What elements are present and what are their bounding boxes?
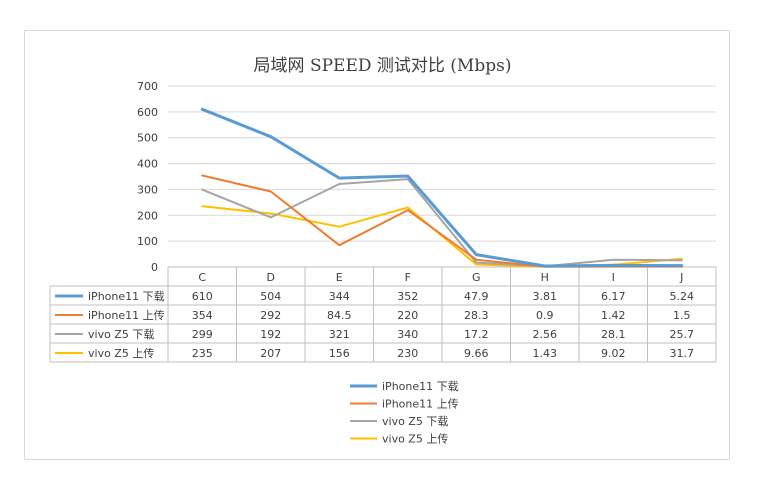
table-cell-value: 1.42 — [601, 309, 626, 322]
table-cell-value: 25.7 — [670, 328, 695, 341]
x-category-label: G — [472, 271, 481, 284]
x-category-label: H — [541, 271, 549, 284]
table-cell-value: 2.56 — [533, 328, 558, 341]
table-cell-value: 235 — [192, 347, 213, 360]
series-line-3 — [201, 178, 683, 268]
table-cell-value: 610 — [192, 290, 213, 303]
table-series-name: vivo Z5 下载 — [88, 328, 154, 341]
table-cell-value: 292 — [260, 309, 281, 322]
table-cell-value: 28.1 — [601, 328, 626, 341]
y-tick-label: 400 — [137, 158, 158, 171]
table-cell-value: 192 — [260, 328, 281, 341]
table-cell-value: 220 — [397, 309, 418, 322]
table-series-name: iPhone11 上传 — [88, 309, 165, 322]
y-tick-label: 500 — [137, 132, 158, 145]
table-cell-value: 340 — [397, 328, 418, 341]
table-cell-value: 1.5 — [673, 309, 691, 322]
x-category-label: F — [405, 271, 411, 284]
table-cell-value: 17.2 — [464, 328, 489, 341]
y-axis-ticks: 0 100 200 300 400 500 600 700 — [137, 80, 158, 274]
series-lines — [200, 107, 684, 268]
table-cell-value: 352 — [397, 290, 418, 303]
table-cell-value: 31.7 — [670, 347, 695, 360]
y-tick-label: 600 — [137, 106, 158, 119]
x-category-label: D — [267, 271, 275, 284]
x-category-label: J — [679, 271, 683, 284]
legend-label: iPhone11 上传 — [382, 398, 459, 411]
table-cell-value: 5.24 — [670, 290, 695, 303]
series-line-1 — [200, 107, 684, 268]
table-series-name: iPhone11 下载 — [88, 290, 165, 303]
table-cell-value: 9.02 — [601, 347, 626, 360]
table-cell-value: 84.5 — [327, 309, 352, 322]
y-tick-label: 700 — [137, 80, 158, 93]
legend: iPhone11 下载 iPhone11 上传 vivo Z5 下载 vivo Z5 … — [350, 380, 459, 446]
table-cell-value: 299 — [192, 328, 213, 341]
y-tick-label: 200 — [137, 209, 158, 222]
table-cell-value: 207 — [260, 347, 281, 360]
table-cell-value: 156 — [329, 347, 350, 360]
table-cell-value: 47.9 — [464, 290, 489, 303]
table-cell-value: 344 — [329, 290, 350, 303]
legend-label: iPhone11 下载 — [382, 380, 459, 393]
y-tick-label: 300 — [137, 183, 158, 196]
legend-label: vivo Z5 上传 — [382, 433, 448, 446]
gridlines — [168, 85, 716, 242]
legend-label: vivo Z5 下载 — [382, 415, 448, 428]
x-category-label: E — [336, 271, 343, 284]
table-cell-value: 354 — [192, 309, 213, 322]
y-tick-label: 100 — [137, 235, 158, 248]
table-cell-value: 6.17 — [601, 290, 626, 303]
chart-title: 局域网 SPEED 测试对比 (Mbps) — [253, 56, 512, 76]
table-cell-value: 28.3 — [464, 309, 489, 322]
table-cell-value: 3.81 — [533, 290, 558, 303]
chart-frame — [24, 30, 730, 460]
x-category-label: I — [612, 271, 615, 284]
table-cell-value: 9.66 — [464, 347, 489, 360]
table-cell-value: 504 — [260, 290, 281, 303]
y-tick-label: 0 — [151, 261, 158, 274]
table-cell-value: 321 — [329, 328, 350, 341]
x-category-label: C — [198, 271, 206, 284]
table-series-name: vivo Z5 上传 — [88, 347, 154, 360]
table-cell-value: 230 — [397, 347, 418, 360]
table-cell-value: 1.43 — [533, 347, 558, 360]
table-cell-value: 0.9 — [536, 309, 554, 322]
